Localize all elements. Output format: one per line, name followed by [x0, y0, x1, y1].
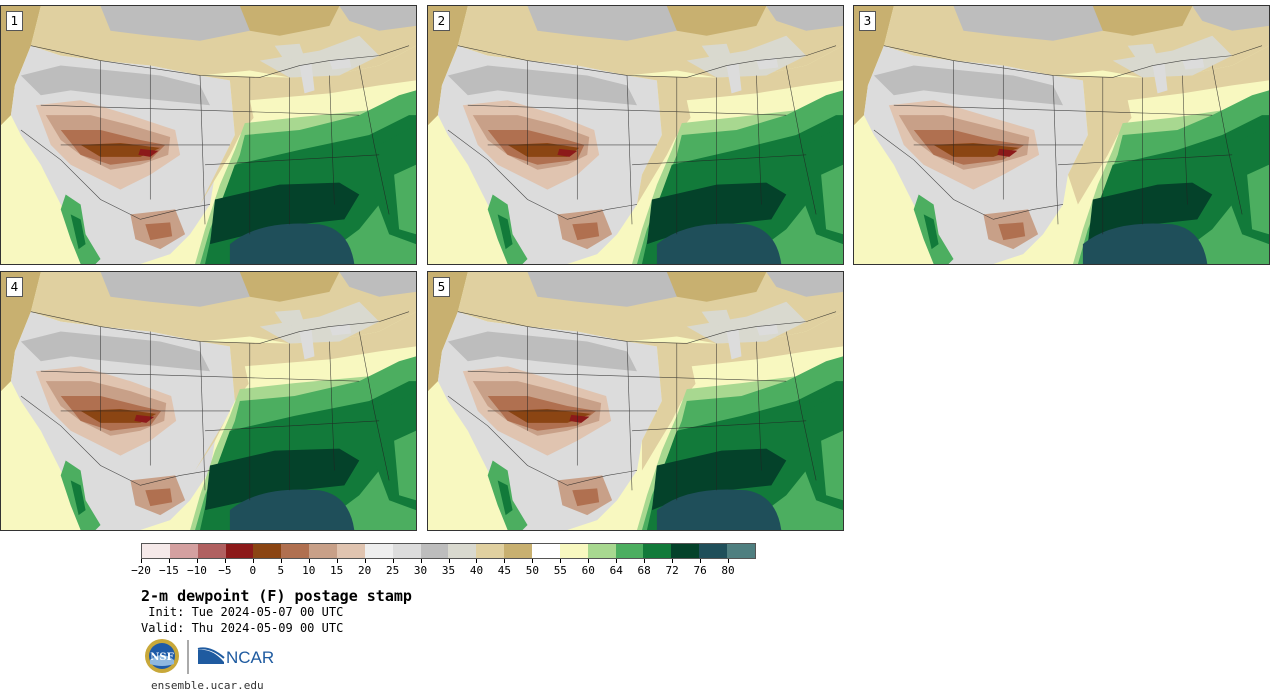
- map-panel-2: 2: [427, 5, 844, 265]
- colorbar-tick-label: −15: [159, 564, 179, 577]
- colorbar-tick: [280, 559, 282, 563]
- colorbar-tick-label: 5: [277, 564, 285, 577]
- colorbar-segment: [476, 544, 505, 558]
- colorbar-segment: [643, 544, 672, 558]
- colorbar-segment: [392, 544, 421, 558]
- colorbar-ticks: −20 −15 −10 −5 0 5 10 15 20 25 30 35 40 45 50 55 60 64 68 7…: [131, 559, 756, 581]
- colorbar-segment: [309, 544, 338, 558]
- colorbar-tick: [308, 559, 310, 563]
- colorbar-segment: [699, 544, 728, 558]
- colorbar-tick-label: 0: [249, 564, 257, 577]
- colorbar-segment: [615, 544, 644, 558]
- colorbar-tick: [196, 559, 198, 563]
- colorbar-tick: [168, 559, 170, 563]
- colorbar-tick: [392, 559, 394, 563]
- panel-number-label: 2: [433, 11, 450, 31]
- colorbar: [141, 543, 756, 559]
- colorbar-segment: [337, 544, 365, 558]
- map-panel-5: 5: [427, 271, 844, 531]
- chart-title: 2-m dewpoint (F) postage stamp: [141, 587, 412, 605]
- ncar-logo: NCAR: [197, 646, 274, 667]
- map-panel-4: 4: [0, 271, 417, 531]
- panel-number-label: 5: [433, 277, 450, 297]
- colorbar-tick: [532, 559, 534, 563]
- colorbar-segment: [532, 544, 560, 558]
- colorbar-tick-label: 72: [665, 564, 679, 577]
- colorbar-tick: [364, 559, 366, 563]
- colorbar-tick-label: 80: [721, 564, 735, 577]
- colorbar-tick-label: −5: [218, 564, 232, 577]
- colorbar-segment: [727, 544, 755, 558]
- colorbar-segment: [587, 544, 616, 558]
- colorbar-segment: [504, 544, 533, 558]
- nsf-logo: NSF: [145, 639, 179, 673]
- colorbar-tick: [420, 559, 422, 563]
- colorbar-tick: [252, 559, 254, 563]
- colorbar-tick: [616, 559, 618, 563]
- colorbar-tick-label: 64: [609, 564, 623, 577]
- colorbar-tick-label: 55: [553, 564, 567, 577]
- map-panel-1: 1: [0, 5, 417, 265]
- colorbar-tick-label: 30: [413, 564, 428, 577]
- colorbar-tick-label: 60: [581, 564, 595, 577]
- colorbar-tick: [224, 559, 226, 563]
- init-time: Init: Tue 2024-05-07 00 UTC: [141, 605, 344, 619]
- colorbar-tick-label: 25: [385, 564, 400, 577]
- colorbar-tick-label: 76: [693, 564, 707, 577]
- colorbar-tick-label: 68: [637, 564, 651, 577]
- colorbar-tick-label: −10: [186, 564, 207, 577]
- colorbar-tick: [700, 559, 702, 563]
- colorbar-tick: [336, 559, 338, 563]
- colorbar-tick: [560, 559, 562, 563]
- colorbar-segment: [225, 544, 254, 558]
- colorbar-segment: [169, 544, 198, 558]
- panel-number-label: 4: [6, 277, 23, 297]
- colorbar-tick: [141, 559, 142, 563]
- colorbar-segment: [253, 544, 282, 558]
- colorbar-tick: [448, 559, 450, 563]
- panel-number-label: 1: [6, 11, 23, 31]
- colorbar-tick-label: 45: [497, 564, 512, 577]
- colorbar-tick-label: −20: [131, 564, 151, 577]
- colorbar-segment: [559, 544, 588, 558]
- colorbar-segment: [448, 544, 477, 558]
- logos: NSF NCAR: [144, 638, 274, 676]
- colorbar-tick-label: 10: [302, 564, 316, 577]
- colorbar-tick: [476, 559, 478, 563]
- colorbar-tick: [644, 559, 646, 563]
- colorbar-tick-label: 15: [330, 564, 344, 577]
- colorbar-tick-label: 20: [358, 564, 372, 577]
- colorbar-segment: [364, 544, 393, 558]
- valid-time: Valid: Thu 2024-05-09 00 UTC: [141, 621, 344, 635]
- colorbar-tick: [672, 559, 674, 563]
- svg-text:NSF: NSF: [150, 652, 173, 663]
- panel-number-label: 3: [859, 11, 876, 31]
- colorbar-tick-label: 40: [469, 564, 484, 577]
- colorbar-tick: [728, 559, 730, 563]
- colorbar-tick-label: 50: [525, 564, 539, 577]
- colorbar-segment: [281, 544, 310, 558]
- colorbar-segment: [142, 544, 170, 558]
- colorbar-segment: [420, 544, 449, 558]
- colorbar-segment: [671, 544, 700, 558]
- map-panel-3: 3: [853, 5, 1270, 265]
- svg-text:NCAR: NCAR: [226, 648, 274, 667]
- colorbar-tick-label: 35: [441, 564, 456, 577]
- website-link[interactable]: ensemble.ucar.edu: [151, 679, 264, 692]
- colorbar-segment: [197, 544, 226, 558]
- colorbar-tick: [504, 559, 506, 563]
- colorbar-tick: [588, 559, 590, 563]
